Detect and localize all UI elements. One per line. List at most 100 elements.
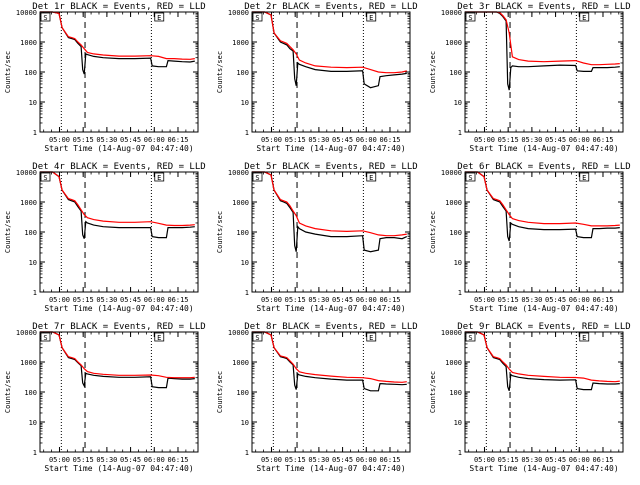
x-tick-label: 05:45	[120, 136, 141, 144]
marker-box	[366, 172, 377, 182]
y-axis-label: Counts/sec	[429, 371, 437, 413]
chart-title: Det 9r BLACK = Events, RED = LLD	[457, 322, 630, 332]
chart-title: Det 3r BLACK = Events, RED = LLD	[457, 2, 630, 12]
x-tick-label: 05:00	[49, 296, 70, 304]
x-tick-label: 05:45	[545, 296, 566, 304]
y-tick-label: 100	[24, 389, 37, 397]
plot-frame	[464, 331, 624, 453]
y-tick-label: 100	[449, 229, 462, 237]
marker-label: E	[157, 334, 161, 342]
y-tick-label: 10	[241, 259, 249, 267]
x-tick-label: 05:30	[521, 136, 542, 144]
y-tick-label: 10000	[441, 9, 462, 17]
x-tick-label: 06:00	[144, 456, 165, 464]
marker-label: E	[582, 174, 586, 182]
series-line-black	[465, 11, 620, 91]
x-tick-label: 05:30	[521, 296, 542, 304]
y-tick-label: 10	[29, 99, 37, 107]
marker-box	[154, 332, 165, 342]
series-line-black	[465, 171, 620, 242]
marker-box	[154, 12, 165, 22]
series-line-red	[40, 331, 195, 379]
marker-box	[366, 332, 377, 342]
chart-panel-3: Det 3r BLACK = Events, RED = LLD 1 10 100 10…	[429, 2, 631, 153]
plot-frame	[39, 331, 199, 453]
x-tick-label: 06:00	[144, 136, 165, 144]
x-tick-label: 05:00	[474, 136, 495, 144]
series-line-red	[465, 171, 620, 227]
y-tick-label: 1000	[445, 359, 462, 367]
x-tick-label: 06:15	[167, 296, 188, 304]
x-tick-label: 05:15	[285, 136, 306, 144]
plot-frame	[251, 331, 411, 453]
y-tick-label: 10	[241, 419, 249, 427]
marker-label: S	[468, 174, 472, 182]
y-axis-label: Counts/sec	[429, 211, 437, 253]
y-tick-label: 10	[241, 99, 249, 107]
x-tick-label: 05:45	[120, 456, 141, 464]
marker-box	[579, 12, 590, 22]
marker-label: S	[255, 334, 259, 342]
series-line-red	[465, 331, 620, 383]
marker-box	[465, 172, 476, 182]
y-tick-label: 10	[29, 259, 37, 267]
marker-label: S	[468, 334, 472, 342]
x-tick-label: 06:15	[592, 296, 613, 304]
y-tick-label: 10	[454, 99, 462, 107]
y-tick-label: 1	[33, 129, 37, 137]
x-tick-label: 05:45	[332, 136, 353, 144]
x-tick-label: 05:45	[545, 456, 566, 464]
y-tick-label: 1	[245, 449, 249, 457]
x-tick-label: 05:00	[261, 456, 282, 464]
marker-label: E	[369, 14, 373, 22]
y-tick-label: 10000	[441, 169, 462, 177]
y-tick-label: 1	[33, 289, 37, 297]
y-tick-label: 1	[245, 129, 249, 137]
chart-panel-8: Det 8r BLACK = Events, RED = LLD 1 10 100 10…	[216, 322, 418, 473]
plot-frame	[39, 171, 199, 293]
plot-frame	[39, 11, 199, 133]
y-axis-label: Counts/sec	[429, 51, 437, 93]
plot-frame	[464, 171, 624, 293]
y-axis-label: Counts/sec	[4, 211, 12, 253]
y-tick-label: 1000	[445, 39, 462, 47]
series-line-red	[40, 11, 195, 60]
x-tick-label: 06:00	[144, 296, 165, 304]
y-tick-label: 100	[236, 389, 249, 397]
marker-box	[579, 332, 590, 342]
marker-label: S	[43, 14, 47, 22]
marker-box	[40, 12, 51, 22]
chart-panel-5: Det 5r BLACK = Events, RED = LLD 1 10 100 10…	[216, 162, 418, 313]
plot-frame	[464, 11, 624, 133]
x-tick-label: 05:30	[308, 456, 329, 464]
marker-label: E	[157, 14, 161, 22]
chart-panel-4: Det 4r BLACK = Events, RED = LLD 1 10 100 10…	[4, 162, 206, 313]
y-tick-label: 10000	[228, 9, 249, 17]
chart-panel-7: Det 7r BLACK = Events, RED = LLD 1 10 100 10…	[4, 322, 206, 473]
x-axis-label: Start Time (14-Aug-07 04:47:40)	[469, 304, 618, 313]
marker-label: S	[255, 174, 259, 182]
chart-panel-1: Det 1r BLACK = Events, RED = LLD 1 10 100 10…	[4, 2, 206, 153]
y-tick-label: 10000	[16, 329, 37, 337]
marker-box	[40, 332, 51, 342]
marker-box	[154, 172, 165, 182]
x-tick-label: 05:15	[498, 456, 519, 464]
x-axis-label: Start Time (14-Aug-07 04:47:40)	[256, 304, 405, 313]
marker-label: E	[582, 334, 586, 342]
series-line-red	[252, 171, 407, 237]
chart-title: Det 5r BLACK = Events, RED = LLD	[244, 162, 417, 172]
y-tick-label: 100	[449, 69, 462, 77]
x-axis-label: Start Time (14-Aug-07 04:47:40)	[44, 144, 193, 153]
x-tick-label: 05:00	[261, 296, 282, 304]
y-tick-label: 1000	[20, 359, 37, 367]
y-tick-label: 10000	[228, 169, 249, 177]
marker-box	[579, 172, 590, 182]
series-line-black	[40, 331, 195, 389]
y-tick-label: 1	[458, 289, 462, 297]
y-axis-label: Counts/sec	[216, 211, 224, 253]
x-tick-label: 05:15	[73, 296, 94, 304]
chart-title: Det 4r BLACK = Events, RED = LLD	[32, 162, 205, 172]
series-line-red	[252, 331, 407, 383]
